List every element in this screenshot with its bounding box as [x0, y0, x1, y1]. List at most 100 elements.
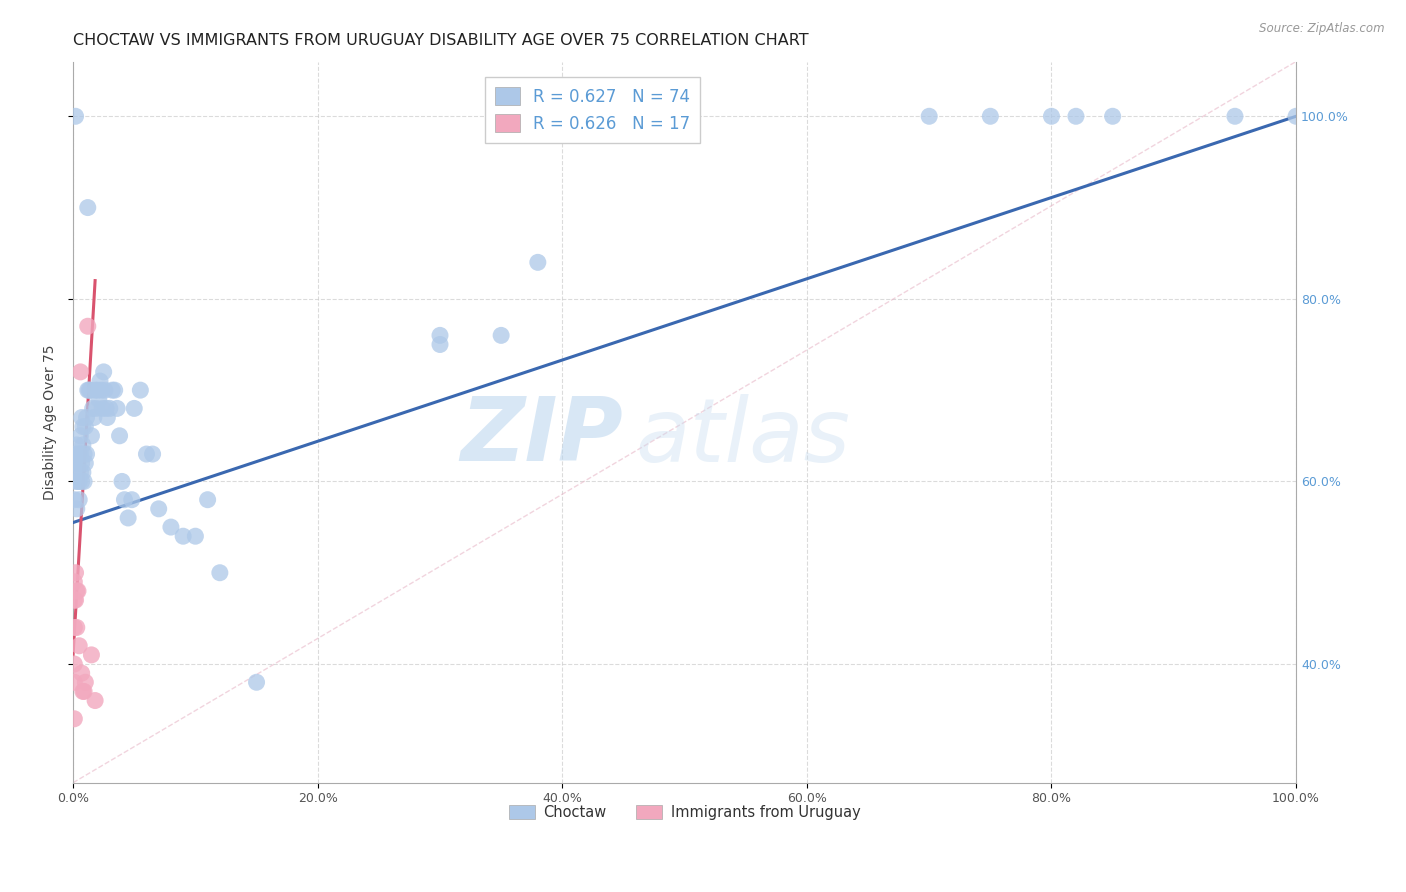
- Point: [84, 383, 107, 397]
- Point: [65, 566, 87, 580]
- Point: [80, 648, 103, 662]
- Point: [69, 447, 91, 461]
- Point: [70, 475, 93, 489]
- Point: [108, 429, 131, 443]
- Point: [72, 684, 94, 698]
- Point: [63, 657, 86, 671]
- Point: [96, 410, 118, 425]
- Point: [172, 529, 194, 543]
- Point: [75, 675, 97, 690]
- Point: [148, 501, 170, 516]
- Point: [66, 620, 89, 634]
- Point: [105, 401, 128, 416]
- Text: atlas: atlas: [636, 393, 851, 480]
- Point: [979, 109, 1001, 123]
- Point: [76, 319, 98, 334]
- Point: [527, 255, 550, 269]
- Text: Source: ZipAtlas.com: Source: ZipAtlas.com: [1260, 22, 1385, 36]
- Point: [72, 419, 94, 434]
- Point: [75, 456, 97, 470]
- Point: [73, 684, 96, 698]
- Point: [918, 109, 941, 123]
- Y-axis label: Disability Age Over 75: Disability Age Over 75: [44, 344, 58, 500]
- Point: [67, 475, 90, 489]
- Point: [114, 492, 136, 507]
- Point: [197, 492, 219, 507]
- Point: [66, 584, 89, 599]
- Point: [489, 328, 512, 343]
- Point: [429, 328, 451, 343]
- Point: [66, 465, 89, 479]
- Point: [83, 410, 105, 425]
- Point: [94, 401, 117, 416]
- Point: [72, 438, 94, 452]
- Point: [76, 447, 98, 461]
- Point: [104, 383, 127, 397]
- Point: [84, 693, 107, 707]
- Point: [208, 566, 231, 580]
- Point: [63, 712, 86, 726]
- Point: [63, 675, 86, 690]
- Point: [66, 456, 89, 470]
- Point: [72, 465, 94, 479]
- Point: [70, 456, 93, 470]
- Point: [63, 492, 86, 507]
- Point: [76, 201, 98, 215]
- Point: [67, 492, 90, 507]
- Point: [80, 429, 103, 443]
- Point: [65, 109, 87, 123]
- Point: [65, 447, 87, 461]
- Point: [82, 401, 104, 416]
- Point: [98, 401, 121, 416]
- Point: [121, 492, 143, 507]
- Point: [86, 401, 108, 416]
- Point: [75, 419, 97, 434]
- Point: [1040, 109, 1063, 123]
- Point: [73, 447, 96, 461]
- Point: [117, 511, 139, 525]
- Point: [69, 365, 91, 379]
- Point: [70, 666, 93, 681]
- Point: [90, 383, 112, 397]
- Point: [184, 529, 207, 543]
- Point: [87, 392, 110, 407]
- Point: [79, 383, 101, 397]
- Point: [73, 475, 96, 489]
- Point: [91, 401, 114, 416]
- Point: [76, 410, 98, 425]
- Text: ZIP: ZIP: [461, 393, 623, 480]
- Point: [65, 475, 87, 489]
- Point: [86, 383, 108, 397]
- Point: [1285, 109, 1308, 123]
- Point: [1064, 109, 1087, 123]
- Point: [63, 574, 86, 589]
- Point: [1101, 109, 1123, 123]
- Legend: Choctaw, Immigrants from Uruguay: Choctaw, Immigrants from Uruguay: [503, 799, 866, 826]
- Text: CHOCTAW VS IMMIGRANTS FROM URUGUAY DISABILITY AGE OVER 75 CORRELATION CHART: CHOCTAW VS IMMIGRANTS FROM URUGUAY DISAB…: [73, 33, 808, 48]
- Point: [67, 447, 90, 461]
- Point: [65, 593, 87, 607]
- Point: [63, 620, 86, 634]
- Point: [101, 383, 124, 397]
- Point: [77, 383, 100, 397]
- Point: [67, 639, 90, 653]
- Point: [66, 501, 89, 516]
- Point: [69, 465, 91, 479]
- Point: [66, 475, 89, 489]
- Point: [94, 383, 117, 397]
- Point: [245, 675, 267, 690]
- Point: [135, 447, 157, 461]
- Point: [1223, 109, 1246, 123]
- Point: [129, 383, 152, 397]
- Point: [70, 410, 93, 425]
- Point: [122, 401, 145, 416]
- Point: [63, 456, 86, 470]
- Point: [111, 475, 134, 489]
- Point: [142, 447, 165, 461]
- Point: [76, 383, 98, 397]
- Point: [66, 438, 89, 452]
- Point: [89, 374, 111, 388]
- Point: [429, 337, 451, 351]
- Point: [66, 584, 89, 599]
- Point: [93, 365, 115, 379]
